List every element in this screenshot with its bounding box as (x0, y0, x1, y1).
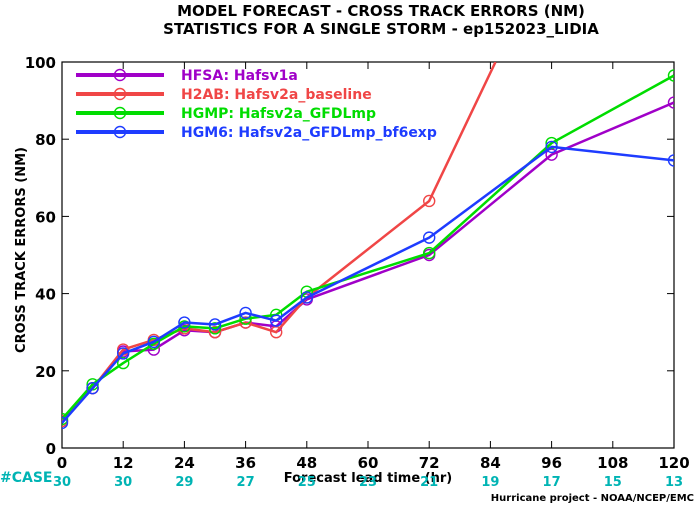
x-tick-label: 48 (296, 454, 317, 472)
series-point-3 (62, 412, 69, 426)
series-point-4 (116, 347, 130, 360)
x-tick-label: 12 (113, 454, 134, 472)
case-count: 30 (53, 475, 71, 490)
x-tick-label: 60 (358, 454, 379, 472)
credit-text: Hurricane project - NOAA/NCEP/EMC (491, 493, 694, 504)
series-point-4 (545, 140, 558, 154)
series-point-4 (270, 314, 283, 327)
case-count: 30 (114, 475, 132, 490)
legend-label-3: HGMP: Hafsv2a_GFDLmp (181, 106, 376, 122)
case-label: #CASE (0, 470, 53, 486)
series-line-3 (62, 74, 674, 420)
series-point-4 (86, 381, 99, 395)
series-point-4 (300, 291, 313, 304)
x-axis-label: Forecast lead time (hr) (284, 471, 452, 486)
case-count: 13 (665, 475, 683, 490)
series-point-4 (423, 231, 436, 244)
legend-marker-2 (113, 87, 127, 101)
legend-label-1: HFSA: Hafsv1a (181, 68, 298, 84)
x-tick-label: 96 (541, 454, 562, 472)
x-tick-label: 0 (57, 454, 67, 472)
y-tick-label: 20 (35, 363, 56, 381)
series-line-2 (62, 62, 497, 422)
series-point-3 (667, 69, 674, 82)
x-tick-label: 108 (597, 454, 628, 472)
series-point-3 (208, 322, 222, 335)
case-count: 25 (298, 475, 316, 490)
case-count: 27 (237, 475, 255, 490)
series-point-3 (545, 136, 558, 150)
case-count: 19 (481, 475, 499, 490)
series-point-3 (423, 246, 436, 260)
series-point-1 (667, 96, 674, 109)
series-point-4 (667, 154, 674, 167)
chart-title: MODEL FORECAST - CROSS TRACK ERRORS (NM) (177, 2, 585, 20)
series-point-4 (208, 318, 222, 331)
case-count: 15 (604, 475, 622, 490)
series-line-4 (62, 145, 674, 424)
case-count: 29 (175, 475, 193, 490)
x-tick-label: 36 (235, 454, 256, 472)
series-point-2 (239, 316, 252, 329)
x-tick-label: 120 (658, 454, 689, 472)
y-tick-label: 40 (35, 286, 56, 304)
case-count: 23 (359, 475, 377, 490)
series-group (62, 62, 674, 430)
case-count: 17 (543, 475, 561, 490)
series-point-3 (116, 356, 130, 370)
plot-area: 0 30 12 30 24 29 36 27 48 25 60 23 72 21 84 19 96 17 108 15… (25, 54, 690, 490)
y-axis-label: CROSS TRACK ERRORS (NM) (14, 147, 29, 353)
x-tick-label: 24 (174, 454, 195, 472)
legend-marker-1 (113, 68, 127, 82)
legend-label-2: H2AB: Hafsv2a_baseline (181, 87, 372, 103)
legend-label-4: HGM6: Hafsv2a_GFDLmp_bf6exp (181, 125, 437, 141)
legend-marker-3 (113, 106, 127, 120)
x-tick-label: 84 (480, 454, 501, 472)
series-point-4 (239, 306, 252, 320)
y-tick-label: 80 (35, 131, 56, 149)
legend-marker-4 (113, 125, 127, 139)
case-count: 21 (420, 475, 438, 490)
series-point-2 (423, 194, 436, 208)
chart-subtitle: STATISTICS FOR A SINGLE STORM - ep152023… (163, 20, 599, 38)
series-point-4 (62, 416, 69, 430)
y-tick-label: 100 (25, 54, 56, 72)
x-tick-label: 72 (419, 454, 440, 472)
series-point-4 (147, 335, 161, 349)
y-tick-label: 0 (46, 440, 56, 458)
legend: HFSA: Hafsv1a H2AB: Hafsv2a_baseline HGMP:… (76, 68, 437, 141)
series-point-4 (178, 316, 191, 329)
series-point-2 (208, 326, 222, 339)
y-tick-label: 60 (35, 208, 56, 226)
